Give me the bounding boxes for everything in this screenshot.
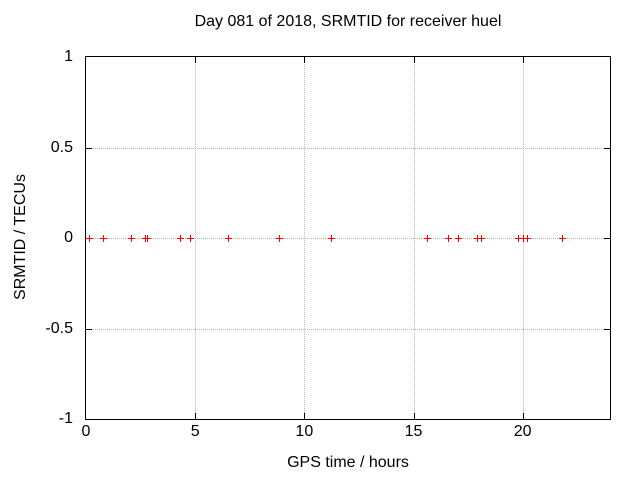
data-point-marker	[328, 235, 335, 242]
data-point-marker	[276, 235, 283, 242]
data-point-marker	[128, 235, 135, 242]
chart-title: Day 081 of 2018, SRMTID for receiver hue…	[194, 13, 502, 30]
data-point-marker	[187, 235, 194, 242]
x-axis-label: GPS time / hours	[287, 454, 409, 471]
data-point-marker	[559, 235, 566, 242]
y-gridline	[86, 238, 610, 239]
y-tick-label: -0.5	[45, 319, 73, 337]
y-tick-label: -1	[58, 410, 73, 427]
data-point-marker	[455, 235, 462, 242]
x-tick-mark	[195, 413, 197, 419]
x-tick-label: 20	[513, 423, 532, 440]
data-point-marker	[445, 235, 452, 242]
x-tick-label: 15	[404, 423, 423, 440]
x-tick-label: 0	[81, 423, 91, 440]
x-tick-mark	[413, 57, 415, 63]
y-tick-label: 1	[64, 48, 73, 65]
data-point-marker	[474, 235, 481, 242]
plot-area	[85, 56, 611, 420]
data-point-marker	[144, 235, 151, 242]
x-tick-mark	[304, 413, 306, 419]
x-tick-mark	[195, 57, 197, 63]
y-tick-label: 0	[64, 229, 73, 246]
y-tick-mark	[86, 328, 92, 330]
data-point-marker	[520, 235, 527, 242]
data-point-marker	[86, 235, 93, 242]
data-point-marker	[100, 235, 107, 242]
x-tick-mark	[413, 413, 415, 419]
data-point-marker	[424, 235, 431, 242]
x-tick-mark	[522, 57, 524, 63]
y-gridline	[86, 328, 610, 330]
x-tick-mark	[522, 413, 524, 419]
y-tick-mark	[604, 147, 610, 149]
x-tick-label: 10	[295, 423, 314, 440]
x-tick-label: 5	[190, 423, 200, 440]
x-tick-mark	[304, 57, 306, 63]
data-point-marker	[225, 235, 232, 242]
y-tick-mark	[604, 238, 610, 239]
y-tick-mark	[604, 328, 610, 330]
y-gridline	[86, 147, 610, 149]
data-point-marker	[515, 235, 522, 242]
data-point-marker	[177, 235, 184, 242]
data-point-marker	[478, 235, 485, 242]
data-point-marker	[524, 235, 531, 242]
y-tick-mark	[86, 147, 92, 149]
y-tick-label: 0.5	[50, 138, 73, 156]
